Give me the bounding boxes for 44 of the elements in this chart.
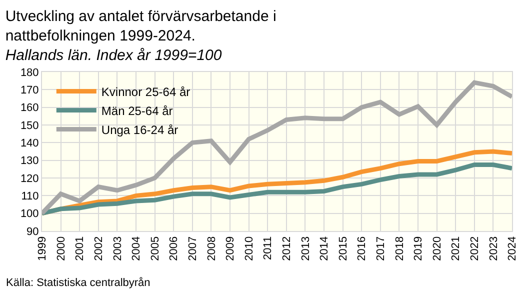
y-tick-label: 160 — [20, 102, 39, 114]
x-tick-label: 2013 — [300, 236, 312, 261]
x-tick-label: 2007 — [186, 236, 199, 261]
chart-title: Utveckling av antalet förvärvsarbetande i nattbefolkningen 1999-2024. — [5, 8, 276, 44]
legend-label: Män 25-64 år — [101, 104, 173, 118]
y-tick-label: 150 — [20, 120, 39, 132]
y-tick-label: 130 — [20, 155, 39, 168]
x-tick-label: 2017 — [374, 236, 387, 261]
y-tick-label: 120 — [20, 172, 39, 185]
x-tick-label: 2020 — [431, 236, 444, 261]
x-tick-label: 2012 — [280, 236, 293, 261]
y-tick-label: 180 — [20, 66, 39, 79]
x-tick-label: 2001 — [74, 236, 86, 261]
line-series — [42, 162, 512, 216]
x-tick-label: 2002 — [92, 236, 105, 261]
y-tick-label: 90 — [26, 226, 39, 238]
y-tick-label: 140 — [20, 138, 39, 150]
x-tick-label: 2022 — [468, 236, 481, 261]
x-tick-label: 2018 — [394, 236, 406, 261]
x-tick-label: 2011 — [262, 236, 274, 260]
x-tick-label: 2009 — [224, 236, 237, 261]
x-tick-label: 2008 — [206, 236, 218, 261]
legend-label: Unga 16-24 år — [101, 122, 178, 137]
x-tick-label: 2014 — [318, 236, 331, 261]
y-tick-label: 170 — [20, 84, 39, 97]
x-tick-label: 2015 — [337, 236, 350, 261]
text: Källa: Statistiska centralbyrån — [6, 277, 150, 289]
x-tick-label: 2024 — [506, 236, 519, 261]
x-tick-label: 2016 — [356, 236, 368, 261]
x-tick-label: 2021 — [450, 236, 462, 261]
x-tick-label: 1999 — [36, 236, 49, 261]
x-tick-label: 2005 — [149, 236, 162, 261]
x-tick-label: 2023 — [488, 236, 500, 261]
x-tick-label: 2004 — [130, 236, 143, 261]
legend-label: Kvinnor 25-64 år — [101, 84, 190, 99]
x-tick-label: 2003 — [112, 236, 124, 261]
x-tick-label: 2010 — [243, 236, 256, 261]
x-tick-label: 2000 — [55, 236, 68, 261]
x-tick-label: 2006 — [168, 236, 180, 261]
x-tick-label: 2019 — [412, 236, 425, 261]
chart-subtitle: Hallands län. Index år 1999=100 — [5, 46, 222, 64]
y-tick-label: 100 — [20, 208, 39, 220]
y-tick-label: 110 — [21, 190, 39, 203]
line-series — [42, 80, 512, 216]
